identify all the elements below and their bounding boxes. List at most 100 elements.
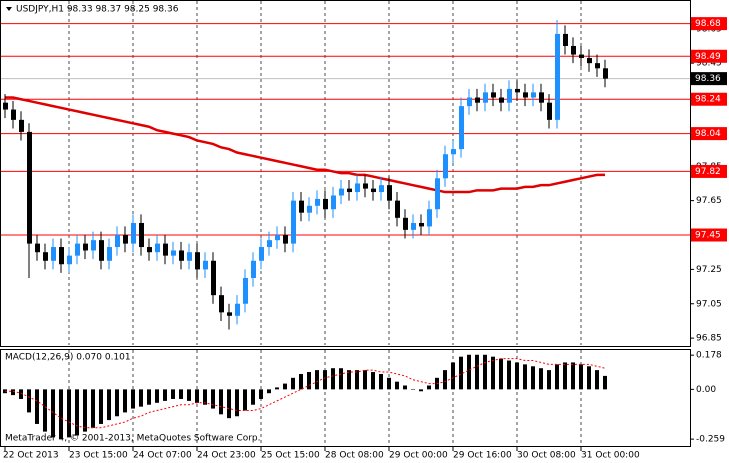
candle-body bbox=[435, 178, 440, 210]
candle-body bbox=[603, 68, 608, 79]
macd-bar bbox=[491, 356, 495, 390]
macd-bar bbox=[59, 389, 63, 440]
candle-body bbox=[155, 243, 160, 253]
candle-body bbox=[403, 217, 408, 230]
macd-bar bbox=[459, 356, 463, 390]
candle-body bbox=[203, 260, 208, 270]
candle-body bbox=[355, 183, 360, 193]
candle-body bbox=[387, 185, 392, 201]
x-tick-label: 24 Oct 07:00 bbox=[133, 451, 192, 461]
macd-bar bbox=[131, 389, 135, 409]
macd-bar bbox=[179, 389, 183, 399]
candle-body bbox=[475, 97, 480, 103]
macd-bar bbox=[11, 389, 15, 396]
macd-bar bbox=[211, 389, 215, 409]
macd-bar bbox=[331, 368, 335, 390]
candle-body bbox=[483, 92, 488, 103]
macd-bar bbox=[163, 389, 167, 401]
macd-bar bbox=[579, 364, 583, 390]
macd-title: MACD(12,26,9) 0.070 0.101 bbox=[5, 353, 131, 363]
candle-body bbox=[227, 312, 232, 316]
candle-body bbox=[299, 200, 304, 213]
macd-bar bbox=[395, 381, 399, 390]
level-label: 97.82 bbox=[695, 167, 721, 177]
candle-body bbox=[115, 235, 120, 248]
main-frame bbox=[0, 0, 691, 347]
macd-bar bbox=[555, 364, 559, 390]
candle-body bbox=[371, 188, 376, 193]
macd-bar bbox=[107, 389, 111, 421]
candle-body bbox=[211, 260, 216, 296]
candle-body bbox=[539, 92, 544, 103]
macd-bar bbox=[451, 362, 455, 390]
level-box bbox=[691, 92, 727, 106]
candle-body bbox=[187, 252, 192, 261]
macd-bar bbox=[251, 389, 255, 405]
candle-body bbox=[243, 277, 248, 304]
macd-bar bbox=[507, 360, 511, 390]
macd-bar bbox=[115, 389, 119, 417]
candle-body bbox=[579, 54, 584, 58]
level-box bbox=[691, 127, 727, 141]
x-tick-label: 23 Oct 15:00 bbox=[69, 451, 128, 461]
macd-bar bbox=[403, 385, 407, 390]
macd-bar bbox=[347, 370, 351, 390]
candle-body bbox=[147, 247, 152, 253]
x-tick-label: 28 Oct 08:00 bbox=[325, 451, 384, 461]
candle-body bbox=[443, 154, 448, 179]
macd-bar bbox=[371, 372, 375, 390]
macd-bar bbox=[243, 389, 247, 411]
macd-bar bbox=[67, 389, 71, 438]
candle-body bbox=[411, 222, 416, 230]
x-tick-label: 31 Oct 00:00 bbox=[581, 451, 640, 461]
macd-bar bbox=[227, 389, 231, 419]
candle-body bbox=[283, 235, 288, 244]
macd-bar bbox=[483, 354, 487, 390]
candle-body bbox=[235, 303, 240, 316]
candle-body bbox=[51, 247, 56, 261]
y-tick-label: 97.65 bbox=[696, 196, 722, 206]
macd-bar bbox=[19, 389, 23, 399]
candle-body bbox=[315, 198, 320, 206]
candle-body bbox=[171, 250, 176, 256]
macd-bar bbox=[427, 385, 431, 390]
macd-bar bbox=[299, 373, 303, 390]
macd-bar bbox=[595, 370, 599, 390]
level-box bbox=[691, 49, 727, 63]
candle-body bbox=[451, 149, 456, 155]
macd-bar bbox=[267, 389, 271, 394]
candle-body bbox=[507, 88, 512, 103]
macd-bar bbox=[379, 373, 383, 390]
candle-body bbox=[27, 131, 32, 244]
macd-bar bbox=[547, 370, 551, 390]
x-tick-label: 29 Oct 16:00 bbox=[453, 451, 512, 461]
candle-body bbox=[139, 222, 144, 248]
candle-body bbox=[555, 33, 560, 120]
candle-body bbox=[307, 205, 312, 213]
macd-bar bbox=[475, 354, 479, 390]
y-tick-label: 0.178 bbox=[696, 351, 722, 361]
macd-bar bbox=[139, 389, 143, 407]
candle-body bbox=[123, 235, 128, 244]
candle-body bbox=[67, 255, 72, 265]
copyright: MetaTrader 4, © 2001-2013, MetaQuotes So… bbox=[5, 434, 261, 444]
macd-bar bbox=[587, 366, 591, 390]
x-tick-label: 30 Oct 08:00 bbox=[517, 451, 576, 461]
candle-body bbox=[467, 97, 472, 107]
candle-body bbox=[19, 119, 24, 132]
candle-body bbox=[91, 240, 96, 251]
level-box bbox=[691, 164, 727, 178]
candle-body bbox=[531, 92, 536, 98]
macd-bar bbox=[315, 370, 319, 390]
candle-body bbox=[251, 260, 256, 278]
candle-body bbox=[179, 250, 184, 261]
macd-bar bbox=[515, 362, 519, 390]
macd-bar bbox=[563, 362, 567, 390]
level-label: 97.45 bbox=[695, 231, 721, 241]
candle-body bbox=[459, 106, 464, 150]
macd-bar bbox=[259, 389, 263, 399]
candle-body bbox=[195, 252, 200, 270]
candle-body bbox=[595, 63, 600, 69]
macd-bar bbox=[27, 389, 31, 413]
